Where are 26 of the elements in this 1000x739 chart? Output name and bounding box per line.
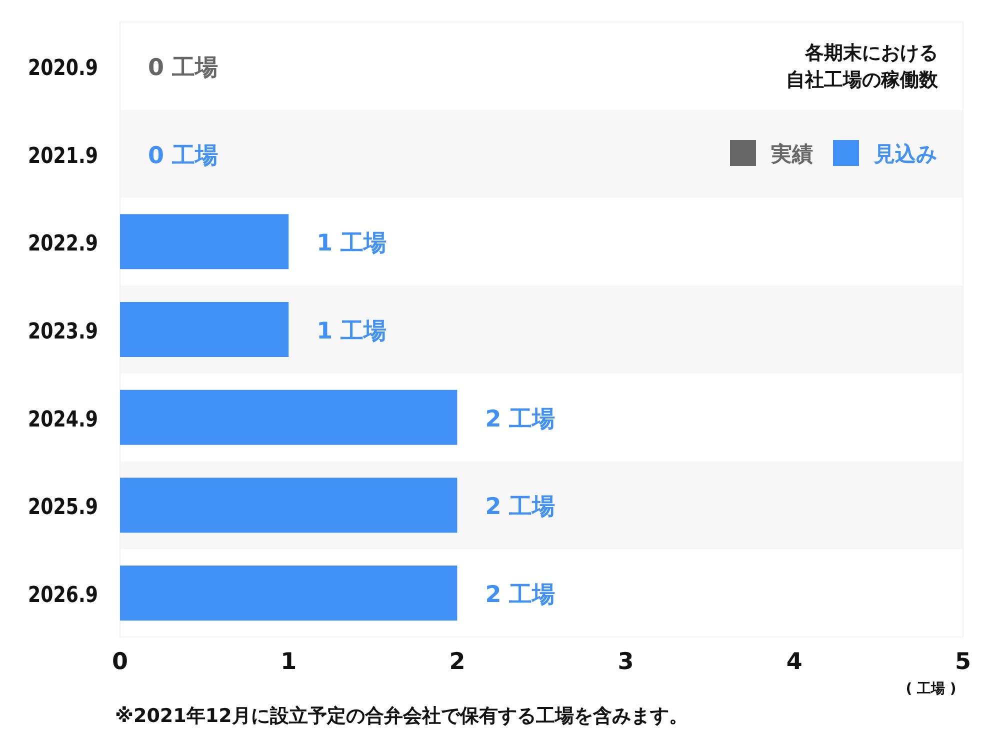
x-axis-title: ( 工場 ) [906, 681, 956, 697]
x-tick-label: 0 [112, 649, 128, 675]
legend-label: 実績 [770, 142, 813, 166]
y-tick-label: 2023.9 [28, 320, 113, 344]
annotation: 自社工場の稼働数 [786, 69, 939, 91]
data-label: 1 工場 [316, 318, 387, 344]
data-label: 1 工場 [316, 230, 387, 257]
data-label: 0 工場 [148, 54, 218, 81]
y-tick-label: 2021.9 [28, 144, 113, 169]
y-tick-label: 2020.9 [28, 56, 113, 81]
x-tick-label: 5 [954, 649, 972, 675]
x-tick-label: 2 [449, 649, 466, 675]
data-label: 2 工場 [485, 582, 556, 608]
annotation: 各期末における [804, 42, 938, 64]
x-tick-label: 1 [280, 649, 297, 675]
text: ※2021年12月に設立予定の合弁会社で保有する工場を含みます。 [115, 705, 688, 727]
y-tick-label: 2024.9 [28, 407, 113, 432]
y-tick-label: 2026.9 [28, 583, 113, 608]
y-tick-label: 2022.9 [28, 232, 113, 257]
data-label: 2 工場 [485, 494, 556, 520]
x-tick-label: 4 [786, 649, 802, 675]
legend-label: 見込み [873, 142, 938, 166]
data-label: 2 工場 [485, 406, 556, 432]
x-tick-label: 3 [618, 649, 634, 675]
data-label: 0 工場 [148, 142, 218, 169]
y-tick-label: 2025.9 [28, 495, 113, 520]
